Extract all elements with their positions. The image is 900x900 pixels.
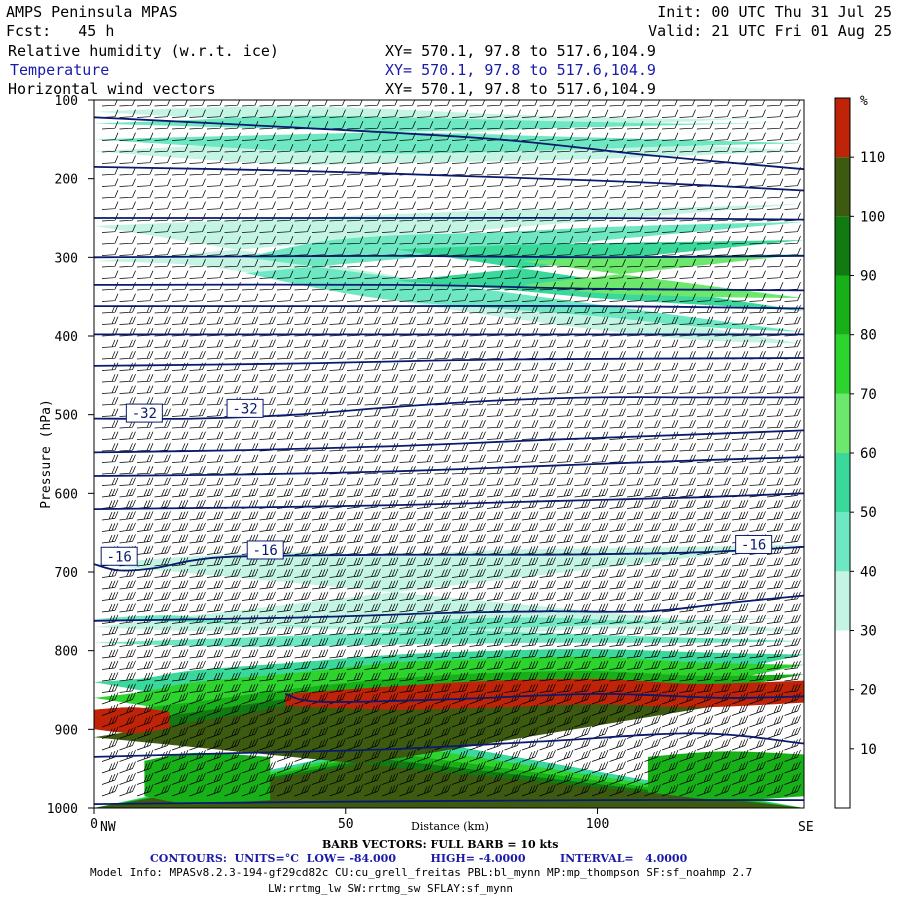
field-rh-label: Relative humidity (w.r.t. ice) — [8, 42, 279, 60]
colorbar-tick-label: 50 — [860, 505, 877, 521]
colorbar-bin — [835, 334, 850, 394]
colorbar-bin — [835, 571, 850, 631]
colorbar-bin — [835, 98, 850, 158]
rh-region-1 — [94, 115, 804, 154]
rh-region-7 — [94, 615, 804, 647]
colorbar-tick-label: 90 — [860, 269, 877, 285]
temperature-contour — [94, 283, 804, 292]
distance-axis-label: Distance (km) — [411, 820, 489, 833]
contour-label: -16 — [253, 543, 278, 559]
colorbar-unit: % — [860, 94, 868, 109]
colorbar: 10 20 30 40 50 60 70 80 90 100 110% — [834, 94, 885, 809]
contour-label: -32 — [132, 406, 157, 422]
field-temp-label: Temperature — [10, 61, 110, 79]
wind-barbs — [101, 100, 801, 797]
temperature-contour — [94, 396, 804, 420]
y-tick-label: 900 — [55, 723, 78, 738]
rh-region-2 — [94, 203, 804, 344]
temperature-contour — [94, 456, 804, 477]
contour-label: -16 — [741, 537, 766, 553]
contour-legend: CONTOURS: UNITS=°C LOW= -84.000 HIGH= -4… — [150, 852, 688, 865]
contour-label-box — [125, 403, 163, 423]
y-tick-label: 1000 — [47, 802, 78, 817]
temperature-contour — [94, 305, 804, 310]
y-tick-label: 300 — [55, 251, 78, 266]
temperature-contour — [94, 357, 804, 367]
colorbar-bin — [835, 157, 850, 217]
colorbar-tick-label: 30 — [860, 624, 877, 640]
field-temp-xy: XY= 570.1, 97.8 to 517.6,104.9 — [385, 61, 656, 79]
y-tick-label: 800 — [55, 645, 78, 660]
y-tick-label: 700 — [55, 566, 78, 581]
wind-barb-layer — [101, 100, 801, 797]
contour-label: -16 — [107, 549, 132, 565]
barb-legend: BARB VECTORS: FULL BARB = 10 kts — [322, 838, 559, 851]
rh-region-3 — [245, 221, 804, 333]
contour-label-box — [226, 398, 264, 418]
x-end-left: NW — [100, 820, 116, 835]
contour-label-layer: -32 -32 -16 -16 -16 — [100, 398, 773, 566]
field-wind-xy: XY= 570.1, 97.8 to 517.6,104.9 — [385, 80, 656, 98]
colorbar-bin — [835, 630, 850, 808]
temperature-contour — [94, 254, 804, 259]
model-info-2: LW:rrtmg_lw SW:rrtmg_sw SFLAY:sf_mynn — [268, 882, 514, 895]
temperature-contour-layer — [94, 116, 804, 805]
colorbar-tick-label: 80 — [860, 328, 877, 344]
x-tick-label: 50 — [338, 817, 354, 832]
colorbar-tick-label: 100 — [860, 209, 885, 225]
temperature-contour — [285, 692, 804, 703]
colorbar-tick-label: 20 — [860, 683, 877, 699]
rh-region-13 — [94, 707, 170, 734]
temperature-contour — [94, 429, 804, 454]
y-tick-label: 500 — [55, 409, 78, 424]
forecast-hour: Fcst: 45 h — [6, 22, 115, 40]
temperature-contour — [94, 732, 804, 758]
field-rh-xy: XY= 570.1, 97.8 to 517.6,104.9 — [385, 42, 656, 60]
colorbar-bin — [835, 393, 850, 453]
temperature-contour — [94, 799, 804, 805]
y-tick-label: 600 — [55, 487, 78, 502]
contour-label-box — [246, 540, 284, 560]
rh-region-6 — [94, 544, 804, 634]
y-tick-label: 400 — [55, 330, 78, 345]
colorbar-bin — [835, 453, 850, 513]
rh-fill-layer — [94, 106, 804, 808]
field-wind-label: Horizontal wind vectors — [8, 80, 216, 98]
temperature-contour — [94, 594, 804, 622]
temperature-contour — [94, 116, 804, 171]
y-tick-label: 100 — [55, 94, 78, 109]
init-time: Init: 00 UTC Thu 31 Jul 25 — [657, 3, 892, 21]
colorbar-tick-label: 10 — [860, 742, 877, 758]
contour-label: -32 — [232, 401, 257, 417]
y-tick-label: 200 — [55, 173, 78, 188]
x-end-right: SE — [798, 820, 814, 835]
colorbar-bin — [835, 512, 850, 572]
colorbar-bin — [835, 275, 850, 335]
contour-label-box — [100, 546, 138, 566]
colorbar-tick-label: 40 — [860, 564, 877, 580]
colorbar-bin — [835, 216, 850, 276]
model-title: AMPS Peninsula MPAS — [6, 3, 178, 21]
temperature-contour — [94, 492, 804, 510]
x-tick-label: 0 — [90, 817, 98, 832]
colorbar-tick-label: 60 — [860, 446, 877, 462]
x-tick-label: 100 — [586, 817, 609, 832]
y-axis: 100 200 300 400 500 600 700 800 900 1000 — [47, 94, 94, 817]
rh-region-4 — [396, 240, 804, 311]
model-info: Model Info: MPASv8.2.3-194-gf29cd82c CU:… — [90, 866, 753, 879]
x-axis: 0 50 100 — [90, 808, 609, 832]
colorbar-tick-label: 110 — [860, 150, 885, 166]
y-axis-label: Pressure (hPa) — [39, 399, 54, 509]
temperature-contour — [94, 216, 804, 221]
temperature-contour — [94, 545, 804, 572]
valid-time: Valid: 21 UTC Fri 01 Aug 25 — [648, 22, 892, 40]
rh-region-5 — [522, 254, 804, 299]
contour-label-box — [735, 534, 773, 554]
temperature-contour — [94, 166, 804, 192]
plot-frame — [93, 99, 805, 809]
colorbar-tick-label: 70 — [860, 387, 877, 403]
